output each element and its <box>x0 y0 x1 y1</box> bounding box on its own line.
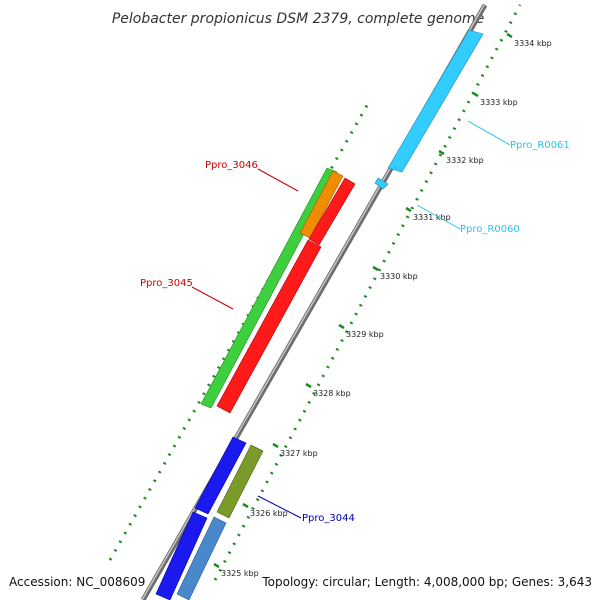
gene-label-ppro-3046[interactable]: Ppro_3046 <box>205 160 258 171</box>
feature-blue-upper[interactable] <box>194 436 247 515</box>
gene-labels: Ppro_R0061 Ppro_R0060 Ppro_3046 Ppro_304… <box>140 120 570 524</box>
genome-title: Pelobacter propionicus DSM 2379, complet… <box>112 11 484 27</box>
feature-olive[interactable] <box>216 444 264 519</box>
genome-summary-text: Topology: circular; Length: 4,008,000 bp… <box>262 575 592 589</box>
scale-tick <box>305 382 312 389</box>
scale-tick <box>213 562 220 569</box>
leader-line-ppro-3044 <box>257 495 302 519</box>
scale-tick <box>405 206 412 213</box>
scale-label: 3327 kbp <box>280 449 318 458</box>
scale-tick <box>438 149 445 156</box>
scale-tick <box>242 502 249 509</box>
scale-ticks: 3334 kbp 3333 kbp 3332 kbp 3331 kbp 3330 kbp… <box>213 32 552 578</box>
scale-label: 3326 kbp <box>250 509 288 518</box>
gene-label-ppro-r0061[interactable]: Ppro_R0061 <box>510 140 570 151</box>
scale-tick <box>338 323 345 330</box>
gene-features <box>155 29 484 600</box>
scale-label: 3329 kbp <box>346 330 384 339</box>
scale-label: 3330 kbp <box>380 272 418 281</box>
dotted-track-lines <box>108 4 522 581</box>
scale-label: 3334 kbp <box>514 39 552 48</box>
feature-steel[interactable] <box>176 516 227 600</box>
feature-red-upper[interactable] <box>308 177 356 246</box>
scale-label: 3333 kbp <box>480 98 518 107</box>
scale-label: 3332 kbp <box>446 156 484 165</box>
gene-label-ppro-3045[interactable]: Ppro_3045 <box>140 278 193 289</box>
scale-tick <box>472 91 479 98</box>
leader-line-ppro-r0060 <box>416 204 461 230</box>
feature-cyan-long[interactable] <box>387 29 484 173</box>
leader-line-ppro-3045 <box>191 286 234 310</box>
feature-blue-lower[interactable] <box>155 511 208 600</box>
scale-tick <box>506 32 513 39</box>
scale-tick <box>272 442 279 449</box>
scale-tick <box>372 265 379 272</box>
scale-label: 3328 kbp <box>313 389 351 398</box>
leader-line-ppro-r0061 <box>467 120 511 146</box>
scale-label: 3325 kbp <box>221 569 259 578</box>
gene-label-ppro-r0060[interactable]: Ppro_R0060 <box>460 224 520 235</box>
accession-text: Accession: NC_008609 <box>9 575 146 589</box>
scale-label: 3331 kbp <box>413 213 451 222</box>
feature-red-lower[interactable] <box>216 239 322 414</box>
gene-label-ppro-3044[interactable]: Ppro_3044 <box>302 513 355 524</box>
leader-line-ppro-3046 <box>257 168 299 192</box>
feature-cyan-small[interactable] <box>374 177 389 190</box>
